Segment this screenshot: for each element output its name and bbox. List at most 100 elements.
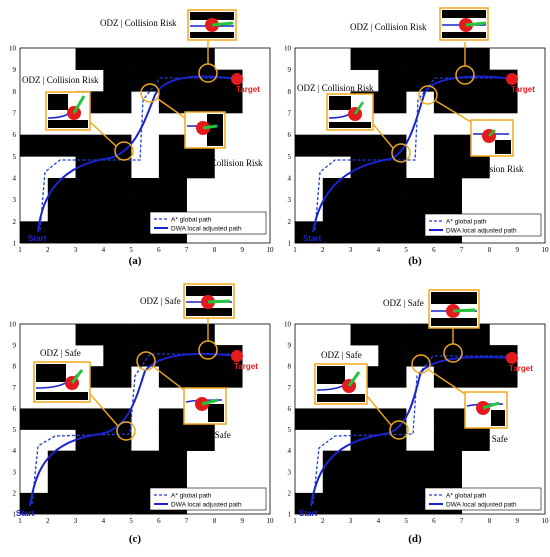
x-tick-label: 6 [432,246,436,254]
callout-right-label: ODZ | Safe [467,434,508,444]
obstacle-cell [47,199,76,222]
panel-c: 1 2 3 4 5 6 7 8 9 10 1 2 3 4 5 6 7 8 9 10 Start Target [0,276,275,552]
obstacle-cell [103,492,132,515]
odz-marker-left [389,420,409,440]
obstacle-cell [75,408,104,430]
obstacle-cell [322,471,351,494]
obstacle-cell [406,324,435,346]
x-tick-label: 4 [377,246,381,254]
dwa-local-path [312,75,513,233]
obstacle-cell [158,408,187,430]
zoom-box-left [326,93,374,131]
legend-frame [149,487,267,511]
obstacle-cell [103,156,132,179]
x-tick-label: 6 [432,517,436,525]
obstacle-cell [295,221,324,244]
obstacle-cell [378,492,407,515]
y-tick-label: 6 [288,405,292,413]
x-tick-label: 7 [460,517,464,525]
legend: A* global path DWA local adjusted path [149,211,267,235]
obstacle-cell [322,178,351,200]
x-tick-label: 9 [515,517,519,525]
y-tick-label: 9 [288,342,292,350]
obstacle-cell [406,48,435,70]
obstacle-cell [378,221,407,244]
obstacle-cell [20,221,49,244]
obstacle-cell [47,471,76,494]
obstacle-cell [461,429,490,451]
obstacle-cell [378,134,407,157]
obstacle-cell [75,221,104,244]
y-tick-label: 7 [288,110,292,118]
obstacle-cell [433,91,462,114]
zoom-obstacle [190,12,234,20]
obstacle-cell [433,69,462,92]
y-tick-label: 4 [13,447,17,455]
obstacle-cell [158,134,187,157]
odz-marker-left [116,421,136,441]
start-label: Start [16,509,35,518]
obstacle-cell [158,324,187,346]
obstacle-cell [489,91,518,114]
x-tick-label: 1 [293,517,297,525]
odz-marker-left [114,141,134,161]
obstacle-cell [186,91,215,114]
connector-left [89,121,117,147]
obstacle-cell [433,48,462,70]
obstacle-cell [378,366,407,388]
legend-astar-label: A* global path [171,217,212,224]
legend-dwa-label: DWA local adjusted path [171,502,242,509]
y-tick-label: 9 [288,66,292,74]
zoom-box-left [45,91,91,131]
y-tick-label: 1 [13,240,17,248]
obstacle-cell [322,408,351,430]
x-tick-label: 5 [129,246,133,254]
x-tick-label: 10 [267,246,275,254]
obstacle-cell [214,366,243,388]
obstacle-cell [214,91,243,114]
obstacle-cell [295,134,324,157]
obstacle-cell [322,450,351,473]
astar-global-path [31,353,235,505]
obstacle-cell [433,178,462,200]
obstacle-cell [433,429,462,451]
zoom-heading [347,371,361,387]
obstacle-cell [75,48,104,70]
zoom-heading [482,401,500,410]
zoom-box-right [470,119,514,157]
panel-a-svg: 1 2 3 4 5 6 7 8 9 10 1 2 3 4 5 6 7 8 9 10 Start Target [9,9,275,267]
x-tick-label: 3 [349,246,353,254]
y-tick-label: 6 [13,405,17,413]
connector-right [435,100,472,123]
start-label: Start [303,234,322,243]
obstacle-cell [322,199,351,222]
obstacle-cell [461,156,490,179]
obstacle-cell [103,221,132,244]
obstacle-cell [47,408,76,430]
panel-c-plot: 1 2 3 4 5 6 7 8 9 10 1 2 3 4 5 6 7 8 9 10 Start Target [9,283,274,525]
panel-d-plot: 1 2 3 4 5 6 7 8 9 10 1 2 3 4 5 6 7 8 9 10 Start Target [284,289,549,525]
x-tick-label: 8 [488,246,492,254]
y-tick-label: 5 [13,153,17,161]
obstacle-cell [295,492,324,515]
obstacle-cell [461,48,490,70]
obstacle-cell [433,366,462,388]
target-label: Target [236,85,260,94]
zoom-heading [465,21,487,27]
obstacle-cell [20,408,49,430]
astar-global-path [39,77,235,231]
y-tick-label: 2 [288,218,292,226]
y-tick-label: 3 [13,196,17,204]
x-tick-label: 5 [404,246,408,254]
obstacle-cell [350,429,379,451]
panel-d-svg: 1 2 3 4 5 6 7 8 9 10 1 2 3 4 5 6 7 8 9 10 Start Target [284,289,549,545]
obstacle-cell [322,134,351,157]
obstacle-cell [47,178,76,200]
y-tick-label: 3 [288,468,292,476]
zoom-obstacle [491,410,505,426]
zoom-obstacle [48,120,88,128]
target-label: Target [509,364,533,373]
dwa-local-path [310,356,513,507]
y-tick-label: 2 [13,489,17,497]
zoom-heading [201,398,219,406]
